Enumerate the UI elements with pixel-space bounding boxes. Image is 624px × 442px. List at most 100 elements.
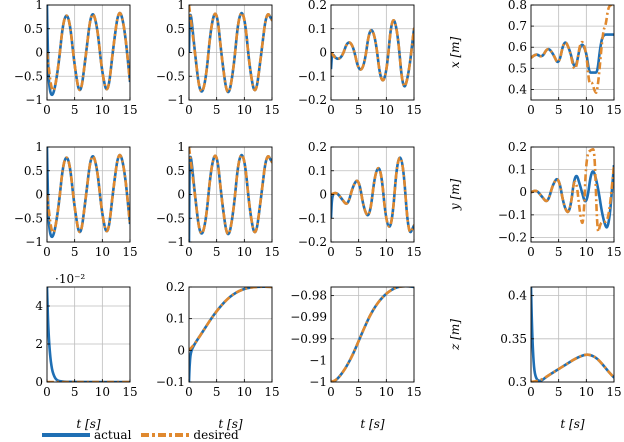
x-tick-label: 0 [185, 103, 193, 117]
series-group [331, 156, 414, 234]
subplot-r1-c1: 0 5 10 15 −1 −0.5 0 0.5 1 [156, 140, 280, 259]
y-tick-label: −1 [309, 353, 327, 367]
x-tick-label: 10 [579, 245, 594, 259]
x-tick-label: 5 [555, 103, 563, 117]
x-tick-label: 5 [213, 245, 221, 259]
x-tick-label: 10 [237, 245, 252, 259]
subplot-r1-c0: 0 5 10 15 −1 −0.5 0 0.5 1 [14, 140, 138, 259]
series-group [47, 287, 130, 382]
y-tick-label: 0 [177, 343, 185, 357]
x-tick-label: 10 [95, 245, 110, 259]
x-axis-label: t [s] [560, 417, 584, 431]
y-tick-label: 0.6 [508, 40, 527, 54]
subplot-r2-c1: 0 5 10 15−0.100.10.2t [s] [156, 280, 280, 431]
x-tick-label: 10 [579, 385, 594, 399]
x-tick-label: 0 [327, 245, 335, 259]
x-tick-label: 10 [95, 385, 110, 399]
series-group [531, 5, 614, 94]
series-line-desired [331, 19, 414, 88]
legend-item-desired: desired [141, 428, 239, 442]
x-tick-label: 15 [406, 385, 421, 399]
y-tick-label: −0.5 [156, 69, 185, 83]
axes-frame [530, 4, 615, 101]
series-line-desired [189, 287, 272, 352]
x-tick-label: 5 [555, 245, 563, 259]
y-tick-label: 0.5 [24, 164, 43, 178]
y-tick-label: 0.4 [508, 82, 527, 96]
x-tick-label: 10 [95, 103, 110, 117]
series-line-actual [47, 287, 130, 382]
y-tick-label: −0.2 [498, 230, 527, 244]
y-tick-label: 0 [177, 188, 185, 202]
x-tick-label: 5 [213, 103, 221, 117]
x-tick-label: 5 [71, 103, 79, 117]
legend-swatch-desired [141, 433, 190, 437]
legend-label-desired: desired [193, 428, 239, 442]
x-tick-label: 15 [264, 385, 279, 399]
x-tick-label: 15 [606, 245, 621, 259]
y-tick-label: 0.7 [508, 19, 527, 33]
y-tick-label: 4 [35, 299, 43, 313]
subplot-r2-c0: 0 5 10 15 0 2 4 ·10⁻² t [s] [35, 272, 137, 431]
y-tick-label: −1 [167, 93, 185, 107]
x-axis-label: t [s] [218, 417, 242, 431]
series-group [531, 147, 614, 233]
x-tick-label: 0 [185, 245, 193, 259]
series-group [331, 287, 414, 382]
y-tick-label: 0.2 [166, 280, 185, 294]
y-tick-label: 0.8 [508, 0, 527, 12]
y-tick-label: 0 [319, 46, 327, 60]
y-tick-label: 0 [319, 188, 327, 202]
series-group [189, 287, 272, 382]
y-tick-label: 1 [35, 0, 43, 12]
series-line-actual [531, 287, 614, 382]
y-tick-label: 0 [177, 46, 185, 60]
y-tick-label: 0 [35, 375, 43, 389]
x-tick-label: 0 [527, 385, 535, 399]
y-tick-label: −1 [167, 235, 185, 249]
subplot-r0-c2: 0 5 10 15 −0.2 −0.1 0 0.1 0.2 [298, 0, 422, 117]
subplot-r2-c2: 0 5 10 15 −1 −0.99 −0.98 −1 −0.99 t [s] [290, 286, 422, 431]
y-tick-label: −0.99 [290, 310, 327, 324]
x-tick-label: 5 [555, 385, 563, 399]
x-tick-label: 15 [406, 103, 421, 117]
y-tick-label: 0 [35, 46, 43, 60]
y-tick-label: −0.1 [298, 211, 327, 225]
x-tick-label: 0 [327, 103, 335, 117]
y-axis-label: x [m] [448, 37, 462, 69]
x-tick-label: 10 [237, 103, 252, 117]
legend: actual desired [42, 428, 249, 442]
y-tick-label: −0.5 [14, 69, 43, 83]
y-tick-label: 0.4 [508, 289, 527, 303]
y-tick-label: 0.2 [508, 140, 527, 154]
x-tick-label: 5 [355, 245, 363, 259]
y-tick-label: 0.5 [166, 164, 185, 178]
series-group [189, 5, 272, 94]
axes-frame [330, 286, 415, 383]
y-tick-label: 1 [177, 140, 185, 154]
y-tick-label: −0.1 [498, 208, 527, 222]
x-tick-label: 0 [43, 385, 51, 399]
series-line-actual [189, 153, 272, 242]
x-tick-label: 15 [122, 245, 137, 259]
series-line-desired [531, 147, 614, 233]
legend-swatch-actual [42, 433, 90, 437]
y-tick-label: 0.1 [308, 164, 327, 178]
x-tick-label: 0 [527, 245, 535, 259]
x-tick-label: 15 [264, 103, 279, 117]
x-tick-label: 5 [213, 385, 221, 399]
y-axis-label: z [m] [448, 319, 462, 351]
axes-frame [530, 286, 615, 383]
x-tick-label: 10 [579, 103, 594, 117]
y-tick-label: −1 [25, 93, 43, 107]
x-tick-label: 10 [379, 245, 394, 259]
x-axis-label: t [s] [360, 417, 384, 431]
x-tick-label: 15 [122, 385, 137, 399]
axes-frame [46, 286, 131, 383]
series-group [331, 19, 414, 88]
series-line-actual [331, 287, 414, 382]
x-tick-label: 0 [527, 103, 535, 117]
y-tick-label: 0.1 [166, 312, 185, 326]
x-tick-label: 0 [43, 245, 51, 259]
y-tick-label: −0.1 [156, 375, 185, 389]
